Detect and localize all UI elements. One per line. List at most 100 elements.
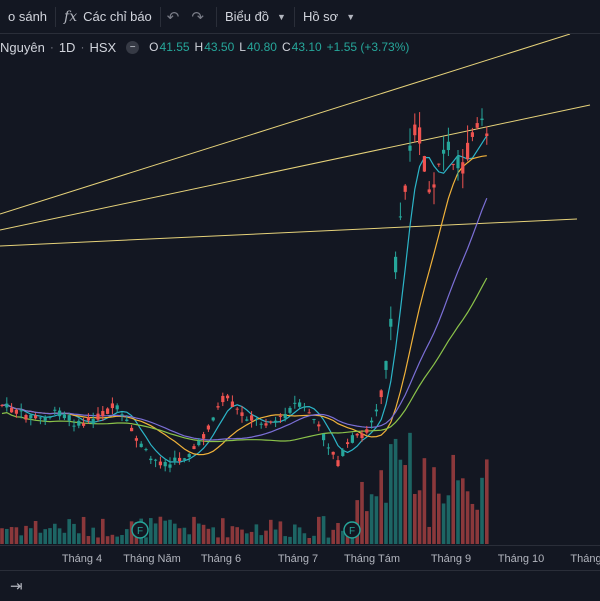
toolbar-divider: [159, 6, 161, 27]
candle-body: [29, 414, 33, 419]
volume-bar: [9, 527, 14, 544]
toolbar-divider: [215, 6, 217, 27]
volume-bar: [369, 494, 374, 544]
compare-button[interactable]: o sánh: [0, 0, 55, 33]
candle-body: [240, 412, 244, 416]
candle-body: [168, 464, 172, 468]
volume-bar: [221, 518, 225, 544]
candle-body: [211, 417, 215, 421]
volume-bar: [197, 523, 201, 544]
candle-body: [360, 433, 364, 439]
volume-bar: [326, 537, 331, 544]
candle-body: [259, 423, 263, 425]
candle-body: [110, 403, 114, 409]
change-value: +1.55 (+3.73%): [326, 40, 410, 54]
candle-body: [43, 416, 47, 421]
candle-body: [350, 435, 354, 443]
time-axis[interactable]: Tháng 4 Tháng Năm Tháng 6 Tháng 7 Tháng …: [0, 545, 600, 570]
candle-body: [418, 127, 422, 144]
volume-bar: [43, 529, 47, 544]
event-marker[interactable]: F: [343, 521, 361, 539]
candle-body: [163, 462, 167, 467]
volume-bar: [413, 493, 417, 544]
collapse-legend-icon[interactable]: −: [126, 40, 140, 54]
volume-bar: [379, 470, 383, 544]
chart-menu-button[interactable]: Biểu đồ ▼: [217, 0, 294, 33]
event-marker[interactable]: F: [131, 521, 149, 539]
candle-body: [475, 123, 479, 128]
candle-body: [317, 424, 321, 427]
volume-bar: [57, 528, 62, 544]
candle-body: [336, 460, 340, 467]
volume-bar: [384, 502, 388, 544]
volume-bar: [480, 477, 484, 544]
chevron-down-icon: ▼: [277, 11, 286, 22]
volume-bar: [62, 532, 67, 544]
fx-icon: fx: [64, 8, 78, 25]
volume-bar: [24, 525, 28, 544]
volume-bar: [129, 521, 134, 544]
volume-bar: [245, 533, 249, 544]
time-axis-label: Tháng 7: [277, 553, 319, 565]
candle-body: [62, 414, 66, 419]
volume-bar: [302, 533, 307, 544]
volume-bar: [235, 527, 239, 544]
volume-bar: [427, 526, 431, 544]
volume-bar: [225, 537, 230, 544]
volume-bar: [393, 438, 398, 544]
go-to-date-icon[interactable]: ⇥: [10, 578, 23, 595]
candle-body: [0, 404, 4, 406]
indicators-button[interactable]: fx Các chỉ báo: [56, 0, 160, 33]
legend-separator: ·: [49, 40, 54, 54]
candle-body: [106, 408, 110, 414]
trendlines[interactable]: [0, 34, 591, 247]
time-axis-label: Tháng 6: [200, 553, 242, 565]
candle-body: [82, 423, 86, 426]
candle-body: [154, 459, 158, 461]
event-marker-label: F: [349, 526, 355, 537]
chart-menu-label: Biểu đồ: [224, 9, 270, 24]
candle-body: [408, 145, 412, 151]
volume-bar: [187, 534, 191, 544]
candle-body: [96, 413, 100, 420]
candle-body: [389, 318, 393, 327]
symbol-name[interactable]: Nguyên: [0, 39, 45, 55]
volume-bar: [283, 536, 287, 544]
candle-body: [283, 414, 287, 419]
candle-body: [374, 409, 378, 412]
candle-body: [437, 163, 441, 165]
candle-body: [307, 412, 311, 414]
candle-body: [370, 420, 374, 423]
high-value: 43.50: [204, 40, 235, 54]
high-key: H: [194, 40, 204, 54]
volume-bar: [456, 480, 460, 544]
time-axis-label: Tháng Năm: [123, 553, 181, 565]
candle-body: [178, 457, 182, 462]
volume-bar: [360, 481, 364, 544]
candle-body: [24, 414, 28, 420]
candle-body: [34, 415, 38, 419]
toolbar-divider: [293, 6, 295, 27]
interval-label[interactable]: 1D: [58, 39, 76, 55]
candle-body: [158, 461, 162, 466]
redo-icon[interactable]: ↷: [191, 8, 204, 26]
volume-bar: [475, 509, 479, 544]
ma-line-slow: [1, 197, 488, 441]
candle-body: [245, 419, 249, 421]
candle-body: [379, 390, 383, 398]
candle-body: [480, 118, 484, 121]
candle-body: [470, 132, 474, 137]
bottom-bar: ⇥: [0, 570, 600, 601]
event-marker-label: F: [137, 526, 143, 537]
volume-bar: [350, 534, 355, 544]
candle-body: [422, 156, 426, 172]
volume-bar: [125, 529, 129, 544]
candle-body: [403, 185, 407, 192]
undo-icon[interactable]: ↶: [166, 8, 180, 26]
profile-menu-button[interactable]: Hồ sơ ▼: [295, 0, 363, 33]
candle-body: [326, 447, 330, 449]
volume-bar: [177, 528, 182, 544]
candle-body: [355, 433, 359, 436]
